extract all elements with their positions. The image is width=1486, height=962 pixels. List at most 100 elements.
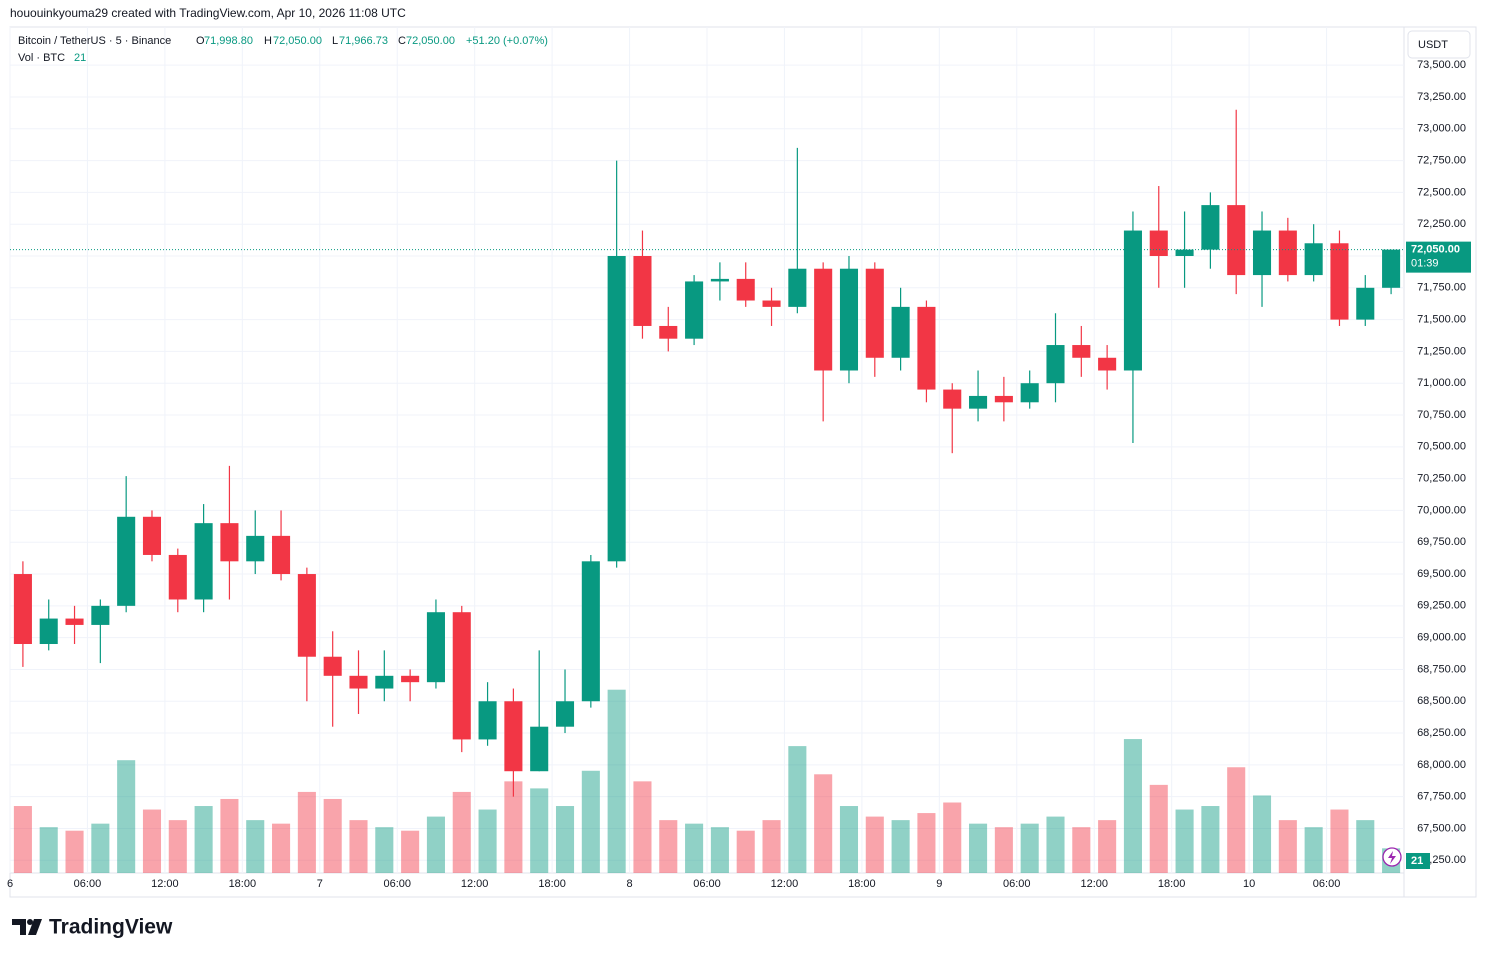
candle-body bbox=[1175, 249, 1194, 256]
attribution: hououinkyouma29 created with TradingView… bbox=[10, 6, 406, 20]
y-tick-label: 68,000.00 bbox=[1417, 759, 1466, 771]
chart-frame bbox=[9, 26, 1477, 898]
volume-bar bbox=[1304, 827, 1323, 873]
volume-bar bbox=[1356, 820, 1375, 873]
candle-body bbox=[633, 255, 652, 326]
y-tick-label: 71,500.00 bbox=[1417, 314, 1466, 326]
legend-vol: 21 bbox=[74, 52, 86, 64]
candle-body bbox=[1356, 287, 1375, 320]
volume-bar bbox=[142, 809, 162, 873]
candle-body bbox=[1278, 230, 1297, 276]
y-tick-label: 72,250.00 bbox=[1417, 218, 1466, 230]
candle-body bbox=[685, 281, 704, 339]
volume-bar bbox=[788, 746, 807, 873]
y-tick-label: 70,500.00 bbox=[1417, 441, 1466, 453]
candle-body bbox=[478, 701, 497, 740]
candle-body bbox=[272, 535, 291, 575]
y-tick-label: 73,000.00 bbox=[1417, 123, 1466, 135]
volume-bar bbox=[504, 781, 523, 873]
candle-body bbox=[13, 574, 32, 645]
axes: 67,250.0067,500.0067,750.0068,000.0068,2… bbox=[7, 59, 1471, 890]
volume-bar bbox=[246, 820, 265, 873]
volume-bar bbox=[659, 820, 678, 873]
brand-text: TradingView bbox=[49, 916, 173, 939]
x-tick-label: 06:00 bbox=[383, 878, 411, 890]
candle-body bbox=[1382, 249, 1401, 288]
x-tick-label: 7 bbox=[317, 878, 323, 890]
y-tick-label: 72,750.00 bbox=[1417, 154, 1466, 166]
last-price-label: 72,050.00 bbox=[1411, 244, 1460, 256]
y-tick-label: 73,250.00 bbox=[1417, 91, 1466, 103]
candle-body bbox=[969, 395, 988, 409]
x-tick-label: 18:00 bbox=[229, 878, 257, 890]
last-volume-box bbox=[1406, 853, 1430, 869]
x-tick-label: 12:00 bbox=[1080, 878, 1108, 890]
candle-body bbox=[607, 255, 626, 562]
candle-body bbox=[736, 278, 755, 301]
currency-label[interactable]: USDT bbox=[1418, 39, 1448, 51]
volume-pane bbox=[13, 689, 1401, 873]
last-volume-label: 21 bbox=[1411, 855, 1423, 867]
y-tick-label: 70,750.00 bbox=[1417, 409, 1466, 421]
y-tick-label: 72,500.00 bbox=[1417, 186, 1466, 198]
volume-bar bbox=[943, 802, 962, 873]
volume-bar bbox=[969, 823, 988, 873]
candle-body bbox=[142, 516, 162, 555]
y-tick-label: 69,000.00 bbox=[1417, 632, 1466, 644]
volume-bar bbox=[375, 827, 394, 873]
candles bbox=[13, 109, 1401, 797]
candle-body bbox=[839, 268, 859, 371]
volume-bar bbox=[685, 823, 704, 873]
y-tick-label: 67,500.00 bbox=[1417, 822, 1466, 834]
legend-vol-label: Vol · BTC bbox=[18, 52, 65, 64]
currency-button[interactable] bbox=[1407, 30, 1471, 59]
x-tick-label: 18:00 bbox=[538, 878, 566, 890]
logo-dot bbox=[27, 919, 33, 925]
candle-body bbox=[943, 389, 962, 409]
candle-body bbox=[39, 618, 58, 645]
candle-body bbox=[194, 523, 213, 600]
x-tick-label: 12:00 bbox=[461, 878, 489, 890]
countdown-label: 01:39 bbox=[1411, 258, 1439, 270]
volume-bar bbox=[39, 827, 58, 873]
volume-bar bbox=[168, 820, 187, 873]
candle-body bbox=[1149, 230, 1168, 256]
candle-body bbox=[1227, 205, 1246, 276]
candle-body bbox=[246, 535, 265, 562]
candle-body bbox=[581, 561, 600, 702]
volume-bar bbox=[1175, 809, 1194, 873]
volume-bar bbox=[91, 823, 110, 873]
legend-close: 72,050.00 bbox=[406, 35, 455, 47]
x-tick-label: 06:00 bbox=[1313, 878, 1341, 890]
candle-body bbox=[710, 278, 729, 282]
y-tick-label: 68,250.00 bbox=[1417, 727, 1466, 739]
candle-body bbox=[1020, 383, 1039, 403]
volume-bar bbox=[1149, 784, 1168, 873]
volume-bar bbox=[272, 823, 291, 873]
candle-body bbox=[426, 612, 445, 683]
volume-bar bbox=[1330, 809, 1349, 873]
volume-bar bbox=[581, 770, 600, 873]
volume-bar bbox=[1072, 827, 1091, 873]
volume-bar bbox=[607, 689, 626, 873]
candle-body bbox=[762, 300, 781, 307]
candle-body bbox=[1201, 205, 1220, 250]
volume-bar bbox=[1252, 795, 1272, 873]
x-tick-label: 06:00 bbox=[1003, 878, 1031, 890]
candle-body bbox=[814, 268, 833, 371]
volume-bar bbox=[1020, 823, 1039, 873]
volume-bar bbox=[1278, 820, 1297, 873]
candle-body bbox=[1123, 230, 1142, 371]
volume-bar bbox=[762, 820, 781, 873]
volume-bar bbox=[814, 774, 833, 873]
candle-body bbox=[1252, 230, 1272, 276]
candle-body bbox=[1098, 357, 1117, 371]
volume-bar bbox=[917, 813, 936, 873]
candle-body bbox=[375, 675, 394, 689]
legend-symbol: Bitcoin / TetherUS · 5 · Binance bbox=[18, 35, 171, 47]
y-tick-label: 71,000.00 bbox=[1417, 377, 1466, 389]
volume-bar bbox=[297, 791, 316, 873]
legend-change: +51.20 (+0.07%) bbox=[466, 35, 548, 47]
volume-bar bbox=[13, 806, 32, 873]
